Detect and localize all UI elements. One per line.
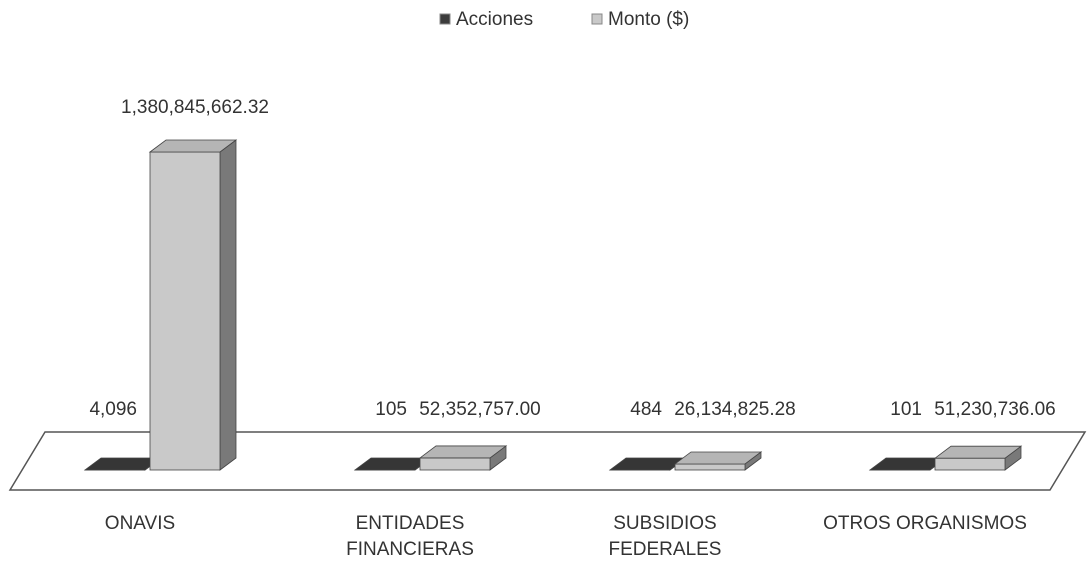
- bar-front: [419, 457, 491, 471]
- legend-label: Monto ($): [608, 9, 689, 30]
- legend-label: Acciones: [456, 9, 533, 30]
- floor: [8, 431, 1087, 491]
- value-label: 4,096: [89, 399, 137, 420]
- bar-top: [418, 445, 508, 459]
- bar: [148, 139, 238, 471]
- value-label: 1,380,845,662.32: [121, 97, 269, 118]
- value-label: 101: [890, 399, 922, 420]
- value-label: 52,352,757.00: [419, 399, 541, 420]
- bar-front: [934, 457, 1006, 471]
- legend-swatch: [439, 13, 451, 25]
- bar-front: [674, 463, 746, 471]
- bar-top: [933, 445, 1023, 459]
- value-label: 484: [630, 399, 662, 420]
- value-label: 51,230,736.06: [934, 399, 1056, 420]
- value-label: 105: [375, 399, 407, 420]
- bar-top: [148, 139, 238, 153]
- category-label: SUBSIDIOS FEDERALES: [608, 513, 722, 560]
- bar-top: [673, 451, 763, 465]
- category-label: ONAVIS: [104, 513, 176, 534]
- bar-side: [219, 139, 237, 471]
- bar: [418, 445, 508, 471]
- legend-swatch: [591, 13, 603, 25]
- bar-front: [149, 151, 221, 471]
- category-label: OTROS ORGANISMOS: [823, 513, 1027, 534]
- category-label: ENTIDADES FINANCIERAS: [346, 513, 474, 560]
- bar: [673, 451, 763, 471]
- bar: [933, 445, 1023, 471]
- value-label: 26,134,825.28: [674, 399, 796, 420]
